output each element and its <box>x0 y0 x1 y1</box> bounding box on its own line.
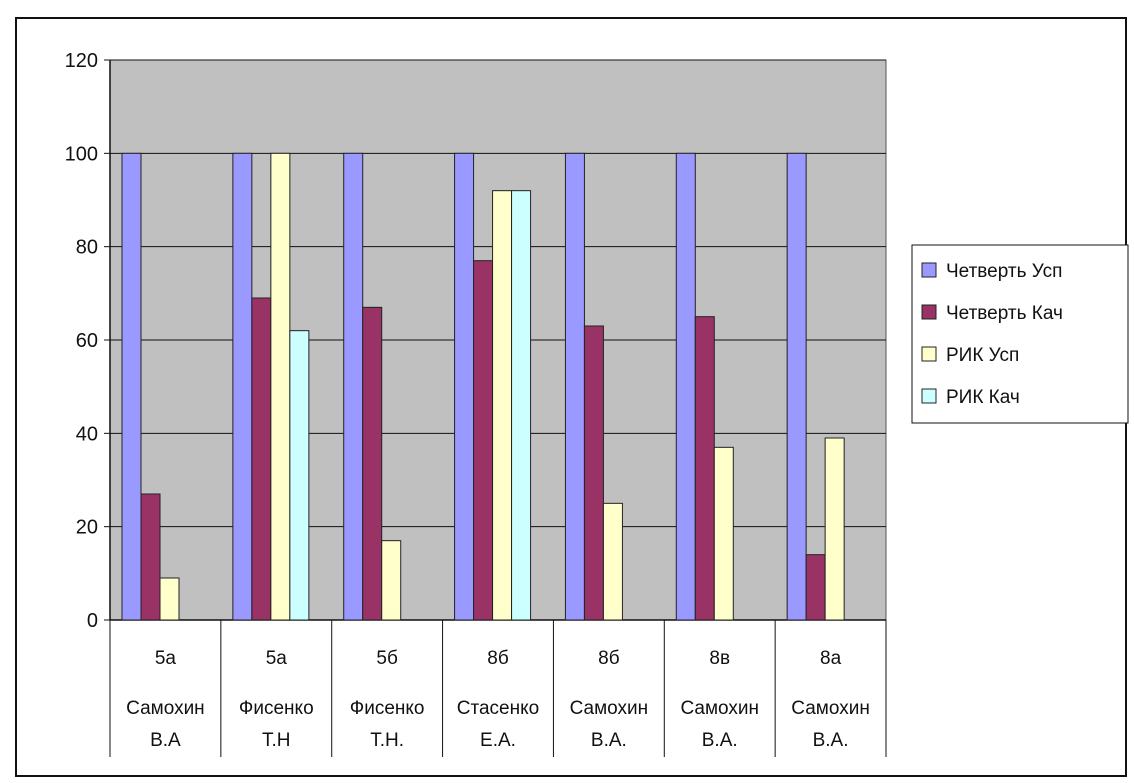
category-label-line2: Фисенко <box>239 698 314 719</box>
bar-1-4 <box>454 152 475 621</box>
legend-label-3: РИК Усп <box>946 345 1019 366</box>
y-tick-label: 80 <box>76 237 98 259</box>
y-tick-label: 100 <box>65 143 98 165</box>
category-label-line2: Самохин <box>126 698 205 719</box>
category-label-line3: В.А <box>150 730 181 751</box>
bar-3-2 <box>270 152 291 621</box>
category-label-line2: Стасенко <box>457 698 539 719</box>
category-label-line3: Е.А. <box>480 730 516 751</box>
y-tick-label: 20 <box>76 517 98 539</box>
bar-1-3 <box>343 152 364 621</box>
bar-2-4 <box>473 260 494 621</box>
category-label-line1: 5б <box>376 648 398 669</box>
category-label-line3: В.А. <box>702 730 738 751</box>
category-label-line3: Т.Н. <box>370 730 404 751</box>
category-label-line1: 8б <box>487 648 509 669</box>
y-tick-label: 0 <box>87 610 98 632</box>
bar-3-5 <box>602 502 623 621</box>
category-label-line3: В.А. <box>591 730 627 751</box>
bar-3-1 <box>159 577 180 621</box>
legend-swatch-4 <box>921 388 937 404</box>
bar-2-6 <box>694 316 715 621</box>
legend-swatch-1 <box>921 262 937 278</box>
bar-2-1 <box>140 493 161 621</box>
legend-swatch-2 <box>921 304 937 320</box>
category-label-line2: Самохин <box>570 698 649 719</box>
category-label-line2: Фисенко <box>350 698 425 719</box>
category-label-line3: В.А. <box>813 730 849 751</box>
bar-3-7 <box>824 437 845 621</box>
bar-1-7 <box>786 152 807 621</box>
bar-1-1 <box>121 152 142 621</box>
bar-2-7 <box>805 554 826 621</box>
bar-3-6 <box>713 446 734 621</box>
legend-label-4: РИК Кач <box>946 387 1020 408</box>
category-label-line1: 5а <box>266 648 288 669</box>
category-label-line1: 8а <box>820 648 842 669</box>
legend-swatch-3 <box>921 346 937 362</box>
bar-3-4 <box>492 190 513 621</box>
y-tick-label: 40 <box>76 423 98 445</box>
bar-2-3 <box>362 306 383 621</box>
category-label-line2: Самохин <box>680 698 759 719</box>
category-label-line1: 8в <box>709 648 730 669</box>
category-label-line3: Т.Н <box>262 730 291 751</box>
bar-1-6 <box>675 152 696 621</box>
bar-1-5 <box>564 152 585 621</box>
category-label-line1: 5а <box>155 648 177 669</box>
bar-4-2 <box>289 330 310 621</box>
bar-1-2 <box>232 152 253 621</box>
bar-3-3 <box>381 540 402 621</box>
legend-label-1: Четверть Усп <box>946 261 1062 282</box>
legend-box <box>911 244 1129 424</box>
category-label-line1: 8б <box>598 648 620 669</box>
legend-label-2: Четверть Кач <box>946 303 1063 324</box>
category-label-line2: Самохин <box>791 698 870 719</box>
bar-2-5 <box>583 325 604 621</box>
y-tick-label: 60 <box>76 330 98 352</box>
bar-2-2 <box>251 297 272 621</box>
y-tick-label: 120 <box>65 50 98 72</box>
bar-4-4 <box>511 190 532 621</box>
